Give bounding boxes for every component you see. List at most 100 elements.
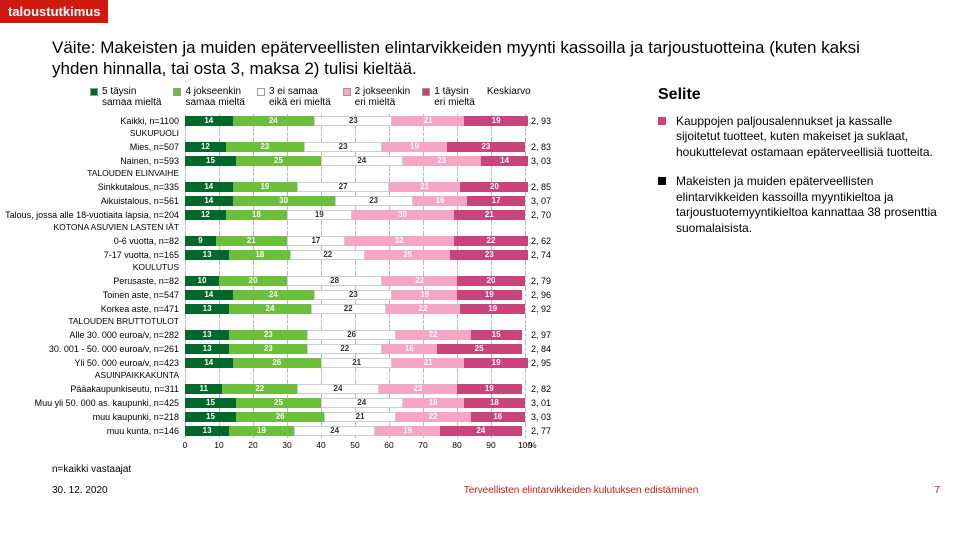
chart-row: Pääakaupunkiseutu, n=31111222423192, 82: [0, 382, 640, 396]
page-title: Väite: Makeisten ja muiden epäterveellis…: [52, 37, 908, 80]
row-plot: 1223231923: [185, 140, 525, 154]
bar-segment: 26: [307, 330, 395, 340]
chart-row: Aikuistalous, n=56114302316173, 07: [0, 194, 640, 208]
legend-item: 2 jokseenkin eri mieltä: [343, 86, 411, 108]
bar-segment: 25: [236, 156, 321, 166]
page-number: 7: [934, 485, 940, 496]
chart-row: 7-17 vuotta, n=16513182225232, 74: [0, 248, 640, 262]
bar-segment: 30: [233, 196, 335, 206]
bar-segment: 12: [185, 210, 226, 220]
row-label: 30. 001 - 50. 000 euroa/v, n=261: [0, 344, 185, 354]
row-label: 7-17 vuotta, n=165: [0, 250, 185, 260]
bar-segment: 18: [464, 398, 525, 408]
bar-segment: 22: [396, 330, 471, 340]
bar-segment: 15: [185, 398, 236, 408]
bar-segment: 20: [460, 182, 528, 192]
bar-segment: 21: [454, 210, 525, 220]
row-plot: 1324222219: [185, 302, 525, 316]
row-avg: 2, 83: [525, 142, 565, 152]
side-panel: Selite Kauppojen paljousalennukset ja ka…: [658, 86, 950, 452]
legend-swatch: [422, 88, 430, 96]
group-header: TALOUDEN ELINVAIHE: [0, 168, 640, 180]
bar-segment: 24: [294, 426, 376, 436]
bar-segment: 21: [392, 116, 463, 126]
bar-segment: 22: [386, 304, 461, 314]
chart-row: Kaikki, n=110014242321192, 93: [0, 114, 640, 128]
bar-segment: 24: [297, 384, 379, 394]
bar-segment: 22: [454, 236, 529, 246]
bar-segment: 23: [229, 344, 307, 354]
bar-segment: 23: [379, 384, 457, 394]
row-label: Toinen aste, n=547: [0, 290, 185, 300]
bar-segment: 19: [464, 358, 529, 368]
bar-segment: 24: [233, 116, 315, 126]
row-avg: 2, 97: [525, 330, 565, 340]
legend-item: 4 jokseenkin samaa mieltä: [173, 86, 244, 108]
row-plot: 1419272120: [185, 180, 525, 194]
bar-segment: 14: [185, 182, 233, 192]
row-label: Alle 30. 000 euroa/v, n=282: [0, 330, 185, 340]
bar-segment: 14: [185, 196, 233, 206]
bar-segment: 14: [481, 156, 529, 166]
bar-segment: 24: [321, 398, 403, 408]
chart-row: Toinen aste, n=54714242319192, 96: [0, 288, 640, 302]
bar-segment: 13: [185, 426, 229, 436]
row-plot: 1430231617: [185, 194, 525, 208]
bar-segment: 19: [382, 142, 447, 152]
group-header: KOTONA ASUVIEN LASTEN IÄT: [0, 222, 640, 234]
bar-segment: 25: [236, 398, 321, 408]
group-header: KOULUTUS: [0, 262, 640, 274]
row-avg: 2, 82: [525, 384, 565, 394]
bar-segment: 19: [229, 426, 294, 436]
row-avg: 2, 62: [525, 236, 565, 246]
row-plot: 1526212216: [185, 410, 525, 424]
chart-row: Perusaste, n=8210202822202, 79: [0, 274, 640, 288]
bar-segment: 14: [185, 116, 233, 126]
bar-segment: 22: [290, 250, 365, 260]
brand-logo: taloustutkimus: [0, 0, 108, 23]
group-header: ASUINPAIKKAKUNTA: [0, 370, 640, 382]
chart-row: Yli 50. 000 euroa/v, n=42314262121192, 9…: [0, 356, 640, 370]
bar-segment: 23: [229, 330, 307, 340]
bar-segment: 24: [229, 304, 311, 314]
bullet-icon: [658, 177, 666, 185]
side-heading: Selite: [658, 86, 938, 104]
bar-segment: 25: [437, 344, 522, 354]
row-plot: 1426212119: [185, 356, 525, 370]
row-label: 0-6 vuotta, n=82: [0, 236, 185, 246]
bar-segment: 16: [382, 344, 436, 354]
legend-label: 3 ei samaa eikä eri mieltä: [269, 86, 331, 108]
chart-row: 30. 001 - 50. 000 euroa/v, n=26113232216…: [0, 342, 640, 356]
bar-segment: 15: [185, 412, 236, 422]
bar-segment: 19: [457, 384, 522, 394]
bar-segment: 10: [185, 276, 219, 286]
bar-segment: 18: [229, 250, 290, 260]
footer-mid: Terveellisten elintarvikkeiden kulutukse…: [464, 485, 699, 496]
bar-segment: 16: [413, 196, 467, 206]
legend-label: 5 täysin samaa mieltä: [102, 86, 161, 108]
bar-segment: 21: [392, 358, 463, 368]
bar-segment: 19: [392, 290, 457, 300]
footer-date: 30. 12. 2020: [52, 485, 108, 496]
bar-segment: 32: [345, 236, 454, 246]
legend-item: 1 täysin eri mieltä: [422, 86, 475, 108]
bar-segment: 13: [185, 330, 229, 340]
bar-segment: 21: [324, 412, 395, 422]
side-bullet: Makeisten ja muiden epäterveellisten eli…: [658, 174, 938, 236]
bar-segment: 13: [185, 304, 229, 314]
bar-segment: 20: [457, 276, 525, 286]
row-plot: 921173222: [185, 234, 525, 248]
bar-segment: 23: [304, 142, 382, 152]
bar-segment: 16: [471, 412, 525, 422]
bar-segment: 26: [233, 358, 321, 368]
row-avg: 2, 74: [525, 250, 565, 260]
row-label: Yli 50. 000 euroa/v, n=423: [0, 358, 185, 368]
bar-segment: 19: [457, 290, 522, 300]
bar-segment: 30: [352, 210, 454, 220]
legend-swatch: [257, 88, 265, 96]
bar-segment: 21: [216, 236, 287, 246]
bar-segment: 19: [464, 116, 529, 126]
row-label: muu kaupunki, n=218: [0, 412, 185, 422]
legend-avg: Keskiarvo: [487, 86, 531, 97]
row-avg: 3, 07: [525, 196, 565, 206]
